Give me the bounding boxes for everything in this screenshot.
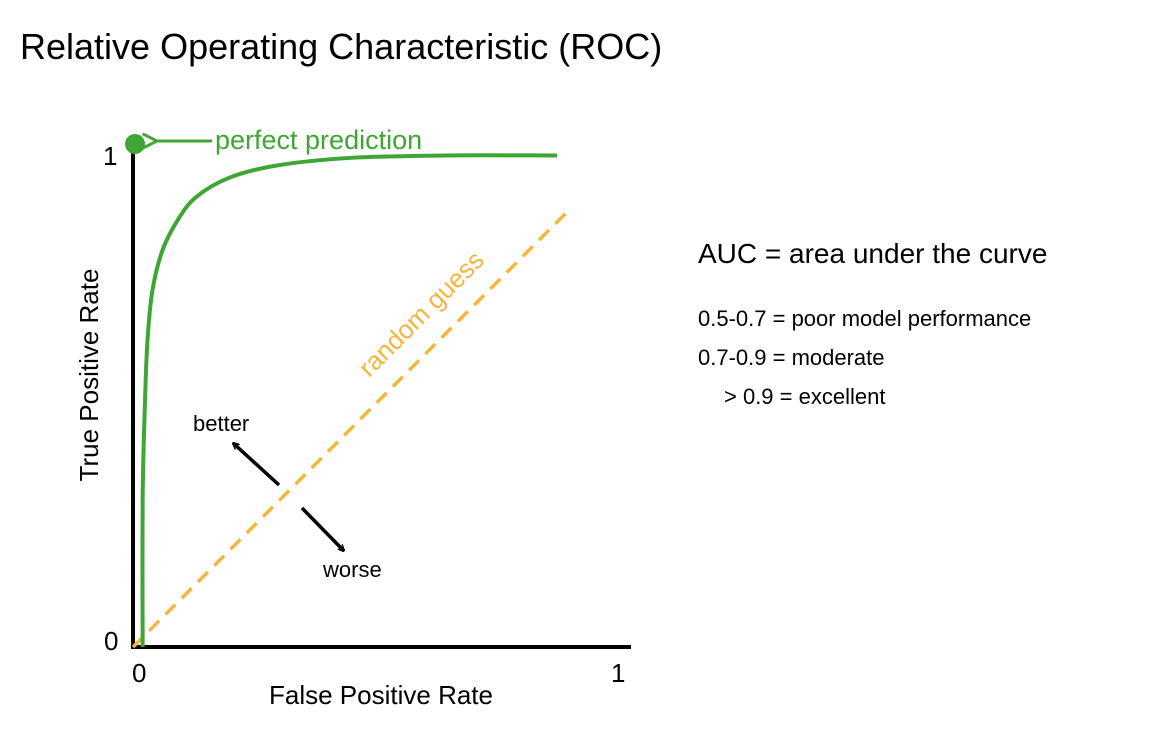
y-axis-label: True Positive Rate <box>74 269 104 482</box>
roc-curve <box>140 153 558 648</box>
worse-label: worse <box>322 557 382 582</box>
random-guess-label: random guess <box>352 245 490 383</box>
better-label: better <box>193 411 249 436</box>
auc-range-poor: 0.5-0.7 = poor model performance <box>698 306 1032 331</box>
perfect-prediction-point <box>125 134 145 154</box>
auc-range-moderate: 0.7-0.9 = moderate <box>698 345 885 370</box>
perfect-prediction-label: perfect prediction <box>215 125 422 155</box>
better-arrow-icon <box>233 443 281 487</box>
auc-range-excellent: > 0.9 = excellent <box>724 384 886 409</box>
x-axis-label: False Positive Rate <box>269 680 493 710</box>
page-title: Relative Operating Characteristic (ROC) <box>20 26 663 67</box>
y-tick-0: 0 <box>104 626 118 656</box>
x-tick-1: 1 <box>611 658 625 688</box>
y-tick-1: 1 <box>103 141 117 171</box>
random-guess-line <box>131 211 569 649</box>
worse-arrow-icon <box>300 506 344 551</box>
auc-heading: AUC = area under the curve <box>698 238 1048 269</box>
x-tick-0: 0 <box>132 658 146 688</box>
